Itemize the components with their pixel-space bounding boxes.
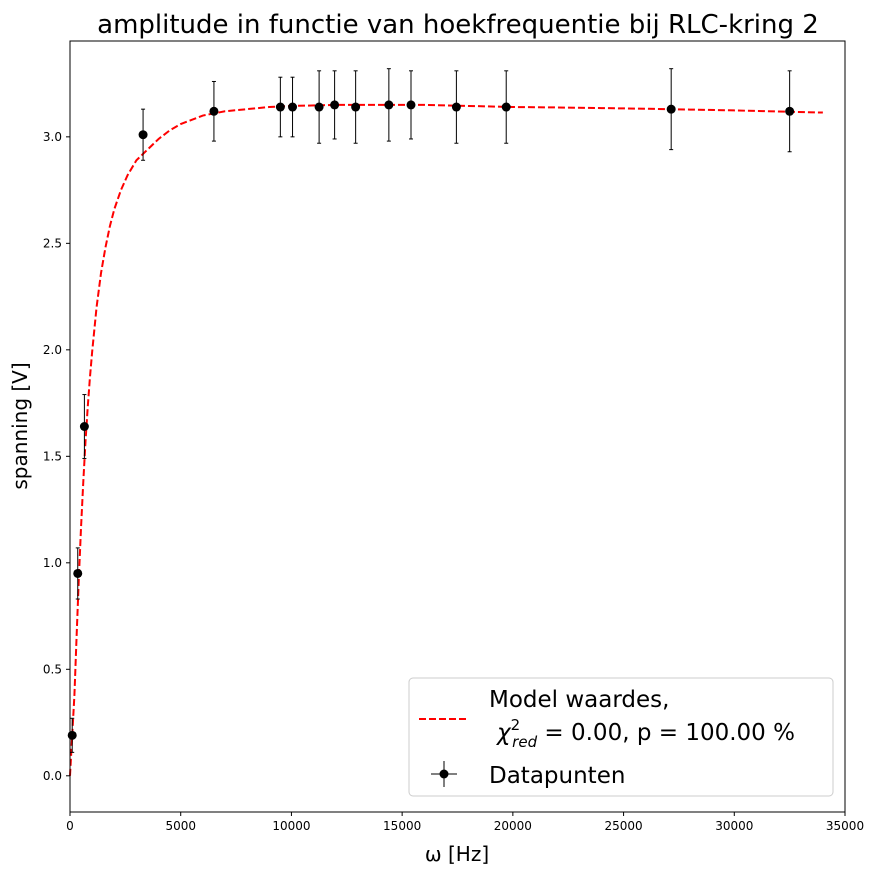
legend-box [408, 677, 834, 797]
x-tick-label-4: 20000 [494, 819, 532, 833]
y-tick-label-3: 1.5 [43, 449, 62, 463]
legend-chi-rest: = 0.00, p = 100.00 % [537, 720, 795, 746]
data-point-12 [451, 102, 461, 112]
data-point-15 [785, 106, 795, 116]
x-axis-label: ω [Hz] [425, 842, 489, 866]
x-tick-label-3: 15000 [383, 819, 421, 833]
data-point-11 [406, 100, 416, 110]
data-point-3 [138, 130, 148, 140]
data-point-9 [351, 102, 361, 112]
x-tick-label-7: 35000 [826, 819, 864, 833]
data-point-6 [288, 102, 298, 112]
data-point-10 [384, 100, 394, 110]
legend-chi-symbol: χ [495, 720, 512, 746]
model-curve [69, 103, 823, 776]
x-tick-label-6: 30000 [715, 819, 753, 833]
y-tick-label-5: 2.5 [43, 236, 62, 250]
data-point-7 [314, 102, 324, 112]
y-tick-label-4: 2.0 [43, 343, 62, 357]
legend: Model waardes, χ2 red = 0.00, p = 100.00 … [408, 677, 834, 797]
plot-area-frame [69, 40, 846, 813]
legend-chi-sup: 2 [511, 716, 521, 734]
x-axis-label-text: ω [Hz] [425, 842, 489, 866]
x-tick-label-2: 10000 [272, 819, 310, 833]
y-tick-label-6: 3.0 [43, 130, 62, 144]
legend-model-label-line1: Model waardes, [489, 687, 669, 713]
legend-data-marker [439, 769, 449, 779]
data-point-2 [79, 422, 89, 431]
data-point-1 [73, 568, 83, 578]
data-point-0 [67, 730, 77, 740]
data-point-14 [666, 104, 676, 114]
legend-data-label: Datapunten [489, 763, 625, 789]
y-axis-label: spanning [V] [8, 362, 32, 489]
data-point-13 [501, 102, 511, 112]
data-point-5 [275, 102, 285, 112]
y-tick-label-1: 0.5 [43, 662, 62, 676]
legend-model-label-line2: χ2 red = 0.00, p = 100.00 % [495, 716, 795, 751]
x-tick-label-1: 5000 [165, 819, 196, 833]
x-tick-label-5: 25000 [604, 819, 642, 833]
data-point-8 [330, 100, 340, 110]
data-point-4 [209, 106, 219, 116]
y-tick-label-0: 0.0 [43, 769, 62, 783]
y-tick-label-2: 1.0 [43, 556, 62, 570]
x-tick-label-0: 0 [66, 819, 74, 833]
chart-title: amplitude in functie van hoekfrequentie … [97, 10, 819, 40]
legend-chi-sub: red [512, 733, 537, 751]
